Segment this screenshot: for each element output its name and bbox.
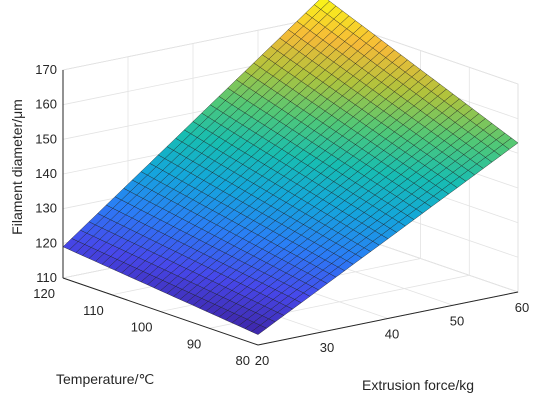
x-axis-label: Extrusion force/kg xyxy=(362,377,474,393)
x-axis-line xyxy=(257,291,519,346)
z-axis-label: Filament diameter/μm xyxy=(9,99,25,235)
z-tick-label: 170 xyxy=(35,62,57,77)
y-tick-label: 110 xyxy=(83,303,104,318)
x-tick-label: 40 xyxy=(385,327,399,342)
x-tick-label: 30 xyxy=(320,340,334,355)
surface-mesh xyxy=(62,0,519,335)
x-tick-label: 60 xyxy=(515,300,529,315)
x-tick-label: 20 xyxy=(255,353,269,368)
y-tick-label: 90 xyxy=(187,336,201,351)
y-tick-label: 120 xyxy=(33,286,55,301)
y-tick-label: 100 xyxy=(131,320,153,335)
y-axis-line xyxy=(62,277,259,346)
z-tick-label: 140 xyxy=(35,166,57,181)
surface-cell xyxy=(502,137,519,150)
y-tick-label: 80 xyxy=(236,353,250,368)
z-tick-label: 160 xyxy=(35,97,57,112)
z-tick-label: 150 xyxy=(35,131,57,146)
z-tick-label: 120 xyxy=(35,235,57,250)
z-tick-label: 130 xyxy=(35,201,57,216)
z-tick-label: 110 xyxy=(36,270,57,285)
tick-labels: 1101201301401501601708090100110120203040… xyxy=(33,62,529,368)
x-tick-label: 50 xyxy=(450,313,464,328)
y-axis-label: Temperature/℃ xyxy=(56,371,154,387)
